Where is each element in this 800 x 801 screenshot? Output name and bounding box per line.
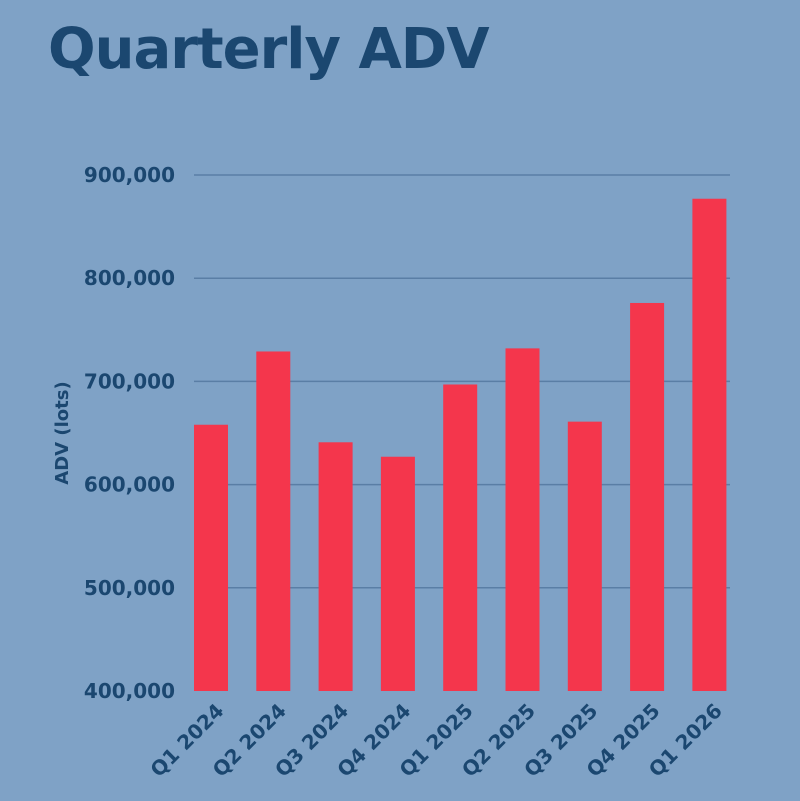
bar-q2-2025: [505, 348, 540, 691]
y-tick-label: 800,000: [84, 266, 175, 290]
y-axis-title: ADV (lots): [52, 381, 73, 484]
y-tick-label: 400,000: [84, 679, 175, 703]
y-tick-label: 500,000: [84, 576, 175, 600]
y-tick-label: 600,000: [84, 473, 175, 497]
y-tick-label: 700,000: [84, 369, 175, 393]
bar-q1-2024: [194, 424, 228, 691]
bar-q2-2024: [256, 351, 291, 691]
y-axis-tick-labels: 400,000 500,000 600,000 700,000 800,000 900,0…: [84, 163, 175, 703]
bar-q3-2024: [318, 442, 353, 691]
chart-title: Quarterly ADV: [48, 17, 490, 82]
bars: [194, 198, 727, 691]
bar-q1-2026: [692, 198, 727, 691]
bar-q1-2025: [443, 384, 478, 691]
bar-q4-2025: [630, 302, 665, 691]
y-tick-label: 900,000: [84, 163, 175, 187]
bar-q3-2025: [567, 421, 602, 691]
bar-q4-2024: [380, 456, 415, 691]
